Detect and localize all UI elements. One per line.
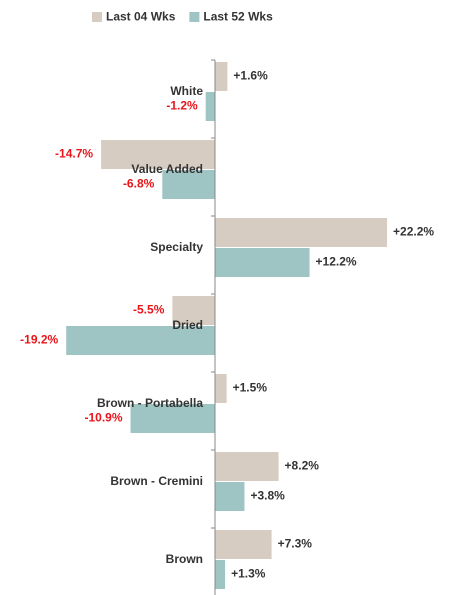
bar [215, 374, 227, 403]
value-label: -10.9% [84, 411, 122, 425]
value-label: -6.8% [123, 177, 155, 191]
value-label: +1.6% [233, 69, 268, 83]
category-label: Dried [172, 318, 203, 332]
value-label: +12.2% [316, 255, 357, 269]
category-label: White [170, 84, 203, 98]
value-label: -14.7% [55, 147, 93, 161]
bar [215, 62, 228, 91]
legend-label: Last 52 Wks [203, 10, 273, 24]
bar [172, 296, 215, 325]
category-label: Brown - Portabella [97, 396, 203, 410]
value-label: +1.3% [231, 567, 266, 581]
bar [215, 452, 279, 481]
value-label: +1.5% [233, 381, 268, 395]
bar [215, 530, 272, 559]
category-label: Brown [166, 552, 203, 566]
bar [215, 560, 226, 589]
category-label: Value Added [131, 162, 203, 176]
legend-swatch [92, 12, 102, 22]
value-label: +3.8% [250, 489, 285, 503]
bar [66, 326, 215, 355]
value-label: +7.3% [278, 537, 313, 551]
bar [215, 218, 388, 247]
legend-swatch [189, 12, 200, 22]
bar [215, 248, 310, 277]
value-label: -1.2% [166, 99, 198, 113]
value-label: +22.2% [393, 225, 434, 239]
category-label: Brown - Cremini [110, 474, 203, 488]
value-label: -19.2% [20, 333, 58, 347]
bar [215, 482, 245, 511]
value-label: -5.5% [133, 303, 165, 317]
bar [130, 404, 215, 433]
bar [162, 170, 215, 199]
bar [205, 92, 215, 121]
bar [101, 140, 215, 169]
category-label: Specialty [150, 240, 203, 254]
value-label: +8.2% [285, 459, 320, 473]
legend-label: Last 04 Wks [106, 10, 176, 24]
